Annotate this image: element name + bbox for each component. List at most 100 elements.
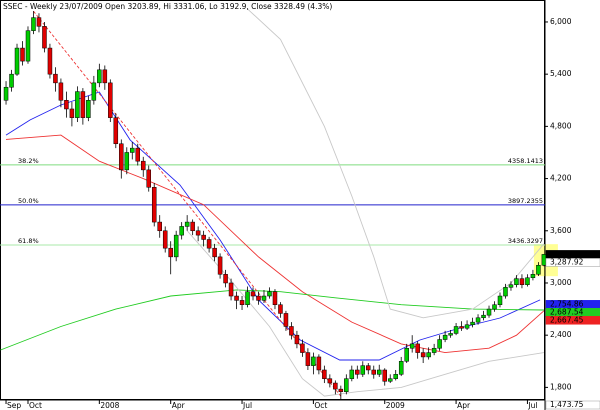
candle-body	[206, 239, 212, 249]
candle-body	[486, 308, 492, 316]
candle-body	[420, 352, 426, 358]
y-tick-label: 5,400	[550, 69, 572, 78]
y-tick-label: 4,200	[550, 174, 572, 183]
candle-body	[135, 147, 141, 162]
candle-body	[327, 378, 333, 384]
x-tick-label: Oct	[29, 401, 42, 410]
candle-body	[25, 30, 31, 62]
candle-body	[481, 314, 486, 319]
candle-body	[47, 47, 53, 75]
candle-body	[239, 300, 245, 305]
candle-body	[536, 264, 541, 275]
candle-body	[162, 230, 168, 249]
candle-body	[338, 388, 344, 392]
candle-body	[130, 147, 135, 153]
candle-body	[387, 378, 393, 382]
candle-body	[278, 304, 283, 314]
price-box	[545, 316, 600, 325]
candle-body	[475, 317, 481, 323]
overlay-line	[247, 8, 545, 319]
candle-body	[261, 295, 267, 301]
chart-title: SSEC - Weekly 23/07/2009 Open 3203.89, H…	[3, 2, 332, 11]
candle-body	[409, 343, 415, 349]
candle-body	[360, 365, 366, 375]
candle-body	[3, 86, 9, 101]
candle-body	[316, 356, 322, 371]
candle-body	[53, 73, 58, 84]
candle-body	[58, 82, 64, 101]
candle-body	[344, 378, 349, 392]
fib-label: 61.8%	[18, 237, 39, 245]
candle-body	[250, 291, 256, 297]
y-tick-label: 6,000	[550, 17, 572, 26]
candle-body	[20, 47, 25, 62]
candle-body	[376, 369, 382, 375]
candle-body	[212, 247, 217, 258]
candle-body	[289, 326, 294, 336]
overlay-line	[0, 289, 544, 351]
candle-body	[442, 334, 448, 340]
x-tick-label: Apr	[457, 401, 471, 410]
candle-body	[355, 369, 360, 375]
candle-body	[426, 352, 431, 358]
candle-body	[267, 291, 272, 297]
candle-body	[36, 17, 42, 27]
candle-body	[431, 347, 437, 353]
candle-body	[234, 295, 239, 301]
candle-body	[300, 343, 305, 353]
candle-body	[464, 324, 470, 329]
x-tick-label: Sep	[7, 401, 21, 410]
fib-label: 50.0%	[18, 197, 39, 205]
price-box-label: 3,328.49	[550, 249, 584, 258]
y-tick-label: 3,000	[550, 278, 572, 287]
candle-body	[146, 169, 151, 188]
candle-body	[9, 73, 14, 88]
candle-body	[223, 274, 228, 284]
candle-body	[525, 277, 530, 285]
candle-body	[492, 304, 497, 310]
candle-body	[119, 143, 124, 171]
overlay-line	[5, 134, 545, 354]
candle-body	[398, 361, 404, 375]
price-box-label: 2,687.54	[550, 307, 584, 316]
candle-body	[64, 100, 69, 110]
candle-body	[514, 278, 519, 285]
x-tick-label: Jul	[527, 401, 537, 410]
candle-body	[497, 295, 503, 305]
candle-body	[31, 17, 36, 31]
candle-body	[245, 291, 250, 305]
candle-body	[97, 69, 102, 84]
candle-body	[201, 234, 206, 240]
x-tick-label: Jul	[242, 401, 252, 410]
candle-body	[102, 69, 108, 84]
candle-body	[294, 334, 300, 345]
candle-body	[190, 221, 195, 232]
candle-body	[124, 152, 130, 171]
candle-body	[283, 313, 289, 327]
candle-body	[42, 26, 47, 49]
candle-body	[14, 47, 20, 75]
candle-body	[393, 374, 398, 379]
price-box-label: 1,473.75	[550, 400, 584, 409]
fib-value-label: 4358.1413	[508, 157, 543, 165]
candle-body	[157, 221, 162, 232]
candle-body	[349, 369, 355, 379]
candle-body	[366, 365, 371, 371]
price-box-label: 2,754.86	[550, 299, 584, 308]
candle-body	[217, 256, 223, 275]
candle-body	[108, 82, 113, 118]
x-tick-label: Oct	[314, 401, 327, 410]
price-box-label: 3,287.92	[550, 257, 584, 266]
candle-body	[69, 108, 75, 118]
candle-body	[228, 282, 234, 297]
candle-body	[503, 287, 508, 297]
candle-body	[415, 343, 420, 353]
candle-body	[459, 326, 464, 329]
x-tick-label: 2009	[386, 401, 405, 410]
candle-body	[75, 91, 80, 118]
candle-body	[168, 247, 173, 258]
price-box	[545, 258, 600, 267]
candle-body	[453, 326, 459, 334]
candle-body	[179, 226, 184, 236]
